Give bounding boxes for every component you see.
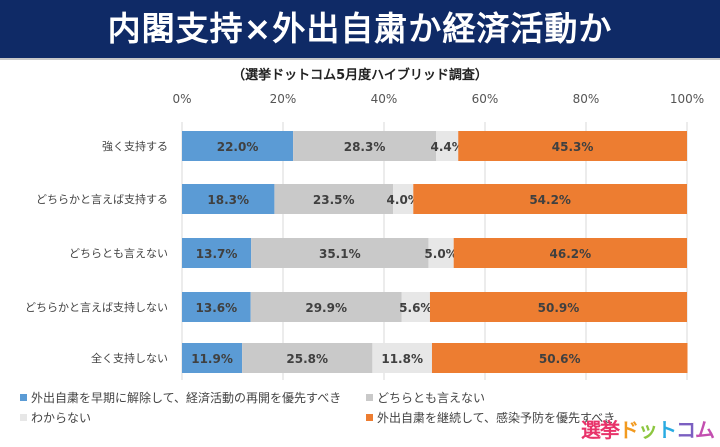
data-label: 45.3%	[552, 140, 594, 154]
data-label: 18.3%	[207, 193, 249, 207]
x-tick-label: 80%	[573, 92, 600, 106]
data-label: 28.3%	[344, 140, 386, 154]
chart-subtitle: （選挙ドットコム5月度ハイブリッド調査）	[232, 68, 488, 83]
data-label: 13.6%	[196, 301, 238, 315]
category-label: どちらかと言えば支持しない	[25, 300, 168, 314]
bar-segment	[242, 343, 373, 373]
category-label: どちらかと言えば支持する	[36, 192, 168, 206]
legend-item-continue-restraint: 外出自粛を継続して、感染予防を優先すべき	[366, 409, 615, 426]
legend-label: どちらとも言えない	[377, 391, 486, 405]
data-label: 54.2%	[529, 193, 571, 207]
data-label: 25.8%	[286, 352, 328, 366]
data-label: 5.0%	[424, 247, 457, 261]
bar-segment	[429, 292, 687, 322]
legend-label: わからない	[31, 411, 92, 425]
bar-segment	[274, 184, 394, 214]
data-label: 35.1%	[319, 247, 361, 261]
category-label: どちらとも言えない	[69, 247, 168, 260]
bar-segment	[182, 131, 294, 161]
legend-swatch	[20, 394, 27, 401]
data-label: 29.9%	[305, 301, 347, 315]
legend-item-early-reopen: 外出自粛を早期に解除して、経済活動の再開を優先すべき	[20, 389, 341, 406]
data-label: 22.0%	[217, 140, 259, 154]
senkyo-dotcom-logo: 選挙ドットコム	[581, 418, 715, 442]
data-label: 50.6%	[539, 352, 581, 366]
data-label: 5.6%	[399, 301, 432, 315]
bar-segment	[436, 131, 459, 161]
bar-segment	[250, 292, 402, 322]
category-label: 強く支持する	[102, 139, 168, 153]
bar-segment	[293, 131, 437, 161]
bar-segment	[393, 184, 414, 214]
data-label: 50.9%	[538, 301, 580, 315]
category-label: 全く支持しない	[91, 351, 168, 365]
bar-segment	[182, 292, 251, 322]
x-tick-label: 100%	[670, 92, 704, 106]
data-label: 4.0%	[387, 193, 420, 207]
data-label: 46.2%	[550, 247, 592, 261]
legend-swatch	[366, 394, 373, 401]
bar-segment	[428, 238, 454, 268]
data-label: 11.9%	[191, 352, 233, 366]
bar-segment	[182, 184, 275, 214]
bar-segment	[372, 343, 432, 373]
bar-segment	[453, 238, 687, 268]
data-label: 13.7%	[196, 247, 238, 261]
legend-label: 外出自粛を早期に解除して、経済活動の再開を優先すべき	[31, 391, 342, 405]
data-label: 4.4%	[430, 140, 463, 154]
legend-swatch	[366, 414, 373, 421]
bar-segment	[431, 343, 688, 373]
bar-segment	[401, 292, 430, 322]
legend-swatch	[20, 414, 27, 421]
x-tick-label: 0%	[172, 92, 191, 106]
bar-segment	[251, 238, 429, 268]
data-label: 23.5%	[313, 193, 355, 207]
legend-item-neutral: どちらとも言えない	[366, 389, 485, 406]
x-tick-label: 40%	[371, 92, 398, 106]
bar-segment	[182, 238, 252, 268]
chart-title: 内閣支持×外出自粛か経済活動か	[0, 0, 720, 60]
legend-label: 外出自粛を継続して、感染予防を優先すべき	[377, 411, 616, 425]
legend-item-unknown: わからない	[20, 409, 91, 426]
bar-segment	[413, 184, 687, 214]
data-label: 11.8%	[381, 352, 423, 366]
x-tick-label: 20%	[270, 92, 297, 106]
bar-segment	[458, 131, 687, 161]
x-tick-label: 60%	[472, 92, 499, 106]
bar-segment	[182, 343, 243, 373]
